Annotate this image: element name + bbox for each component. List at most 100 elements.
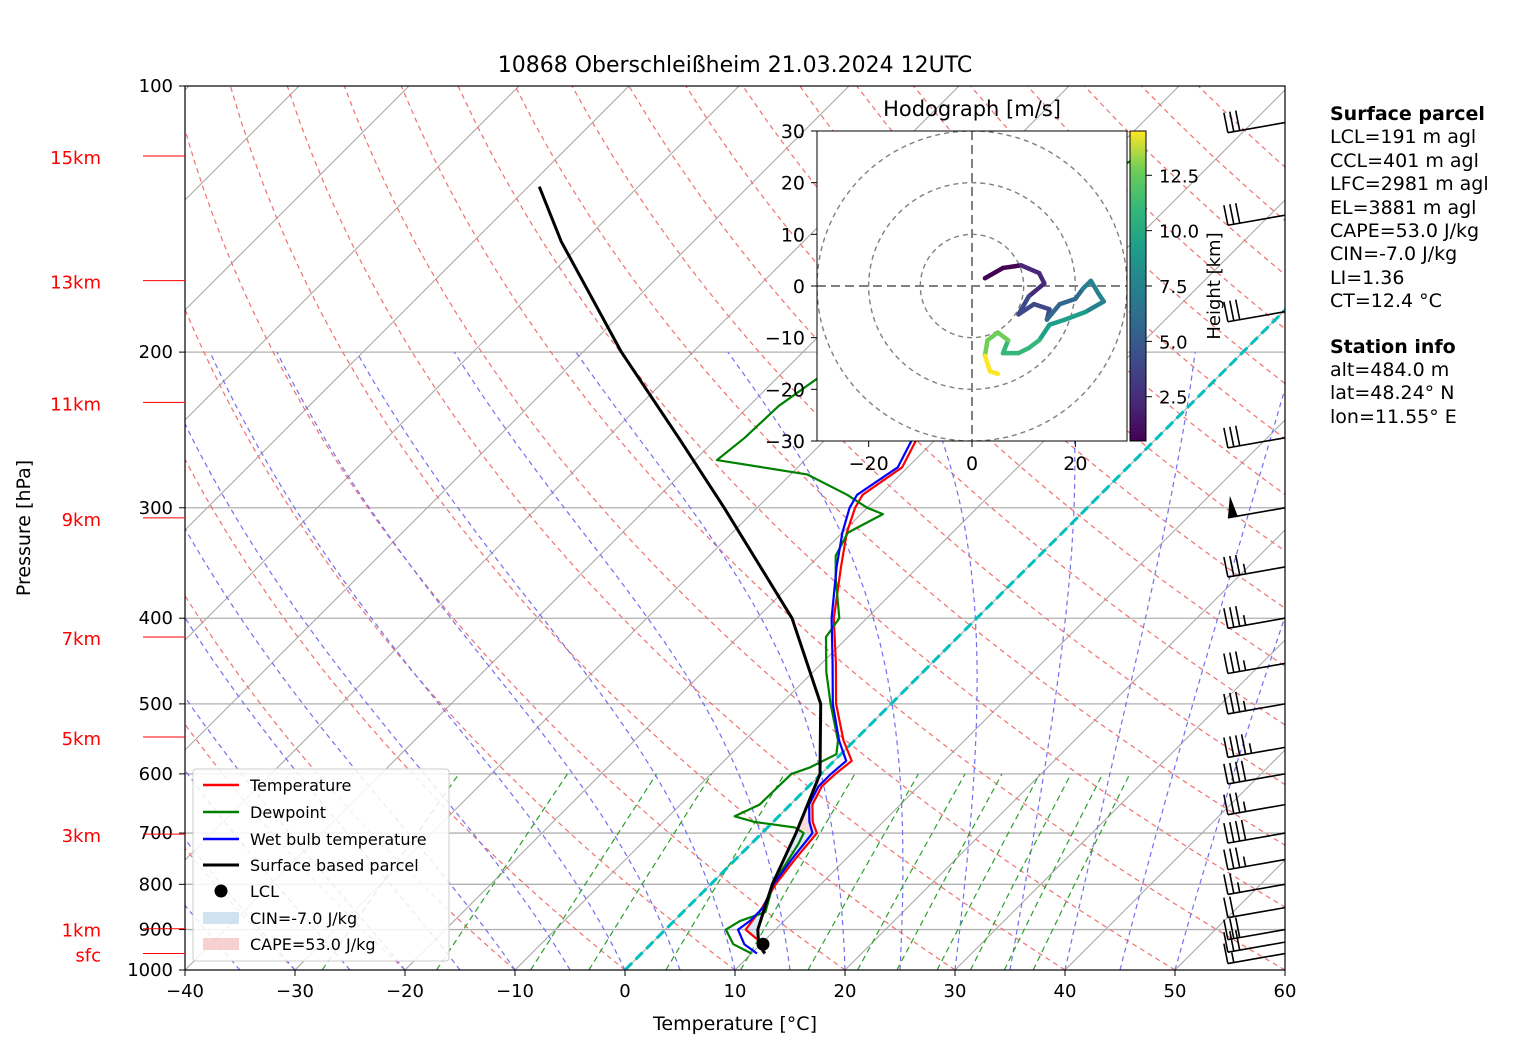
dry-adiabat <box>457 86 1285 908</box>
legend-entry-dewpoint: Dewpoint <box>250 803 326 822</box>
barb-feather <box>1223 932 1229 953</box>
hodograph-y-tick-label: 30 <box>781 121 805 143</box>
hodograph-y-tick-label: −30 <box>765 431 805 453</box>
station-info-heading: Station info <box>1330 335 1456 358</box>
colorbar-tick-label: 10.0 <box>1159 222 1199 243</box>
x-tick-label: 0 <box>619 981 630 1002</box>
hodograph-segment <box>982 338 990 358</box>
barb-feather <box>1234 425 1241 446</box>
barb-feather <box>1223 794 1229 815</box>
legend-entry-cin: CIN=-7.0 J/kg <box>250 909 357 928</box>
barb-feather <box>1234 820 1241 842</box>
barb-feather <box>1223 427 1229 449</box>
barb-staff <box>1227 883 1286 896</box>
barb-feather <box>1240 760 1247 781</box>
hodograph-segment <box>1088 278 1101 296</box>
barb-feather <box>1223 822 1229 844</box>
barb-feather <box>1234 554 1241 576</box>
barb-feather <box>1234 691 1241 713</box>
hodograph-y-tick-label: 10 <box>781 224 805 246</box>
barb-feather <box>1223 556 1229 578</box>
wind-barb <box>1223 425 1286 449</box>
surface-parcel-heading: Surface parcel <box>1330 103 1485 125</box>
legend-entry-temperature: Temperature <box>249 776 351 795</box>
colorbar-tick-label: 5.0 <box>1159 332 1188 353</box>
legend-swatch-cape <box>203 938 239 950</box>
barb-feather <box>1223 763 1229 785</box>
wind-barb <box>1223 792 1286 816</box>
dry-adiabat <box>400 86 1285 970</box>
barb-feather <box>1223 693 1229 715</box>
hodograph-x-tick-label: −20 <box>849 453 889 475</box>
barb-feather <box>1229 204 1235 225</box>
barb-half-feather <box>1242 700 1247 711</box>
barb-feather <box>1234 299 1241 320</box>
hodograph-colorbar <box>1129 130 1147 442</box>
barb-feather <box>1223 737 1229 758</box>
x-tick-label: 20 <box>834 981 857 1002</box>
legend-entry-lcl: LCL <box>250 882 279 901</box>
barb-staff <box>1227 941 1286 953</box>
barb-feather <box>1229 692 1235 714</box>
dry-adiabat <box>185 723 406 970</box>
x-axis-label: Temperature [°C] <box>652 1013 817 1035</box>
height-label: 7km <box>62 629 101 650</box>
moist-adiabat <box>575 351 846 970</box>
moist-adiabat <box>1064 352 1196 970</box>
barb-half-feather <box>1231 952 1235 963</box>
x-tick-label: −20 <box>386 981 424 1002</box>
dry-adiabat <box>229 86 956 970</box>
dry-adiabat <box>514 86 1285 846</box>
moist-adiabat <box>902 351 978 970</box>
legend-swatch-cin <box>203 912 239 924</box>
mixing-ratio-line <box>896 773 1003 970</box>
moist-adiabat <box>1174 614 1285 970</box>
legend-entry-wetbulb: Wet bulb temperature <box>250 830 427 849</box>
wind-barb <box>1223 691 1286 715</box>
main-axes: −40 −30 −20 −10 0 10 20 30 40 50 60100200300400500… <box>50 76 1296 1002</box>
barb-feather <box>1229 652 1235 673</box>
barb-half-feather <box>1242 801 1247 812</box>
barb-feather <box>1234 203 1241 224</box>
isotherm <box>954 639 1285 970</box>
wind-barb <box>1223 896 1286 919</box>
x-tick-label: −10 <box>496 981 534 1002</box>
barb-staff <box>1227 566 1286 578</box>
barb-half-feather <box>1242 615 1247 626</box>
y-tick-label: 900 <box>139 920 173 941</box>
barb-half-feather <box>1242 856 1247 867</box>
legend-swatch-lcl <box>214 884 228 898</box>
hodograph-segment <box>1044 301 1063 322</box>
legend-entry-parcel: Surface based parcel <box>250 856 419 875</box>
wind-barbs <box>1223 110 1286 965</box>
hodograph-y-tick-label: 0 <box>793 276 805 298</box>
barb-half-feather <box>1248 743 1253 754</box>
barb-staff <box>1227 617 1286 630</box>
hodograph-y-tick-label: 20 <box>781 173 805 195</box>
colorbar-tick-label: 12.5 <box>1159 166 1199 187</box>
height-label: sfc <box>75 946 101 967</box>
legend: Temperature Dewpoint Wet bulb temperatur… <box>192 768 450 962</box>
barb-feather <box>1234 110 1241 131</box>
wind-barb <box>1223 299 1286 323</box>
barb-staff <box>1227 906 1286 919</box>
mixing-ratio-line <box>530 773 658 970</box>
hodograph-segment <box>987 369 1001 377</box>
isotherm <box>734 419 1285 970</box>
barb-feather <box>1223 874 1229 895</box>
barb-feather <box>1229 426 1235 447</box>
hodograph-segment <box>1062 309 1088 322</box>
barb-feather <box>1229 873 1235 894</box>
surface-parcel-ccl: CCL=401 m agl <box>1330 149 1479 172</box>
barb-feather <box>1229 736 1235 757</box>
barb-feather <box>1229 607 1235 628</box>
y-tick-label: 100 <box>139 76 173 97</box>
isotherm <box>185 86 630 531</box>
mixing-ratio-line <box>436 773 568 970</box>
height-label: 11km <box>50 394 101 415</box>
barb-staff <box>1227 858 1286 871</box>
barb-feather <box>1223 301 1229 322</box>
surface-parcel-cape: CAPE=53.0 J/kg <box>1330 220 1480 243</box>
mixing-ratio-line <box>969 773 1072 970</box>
